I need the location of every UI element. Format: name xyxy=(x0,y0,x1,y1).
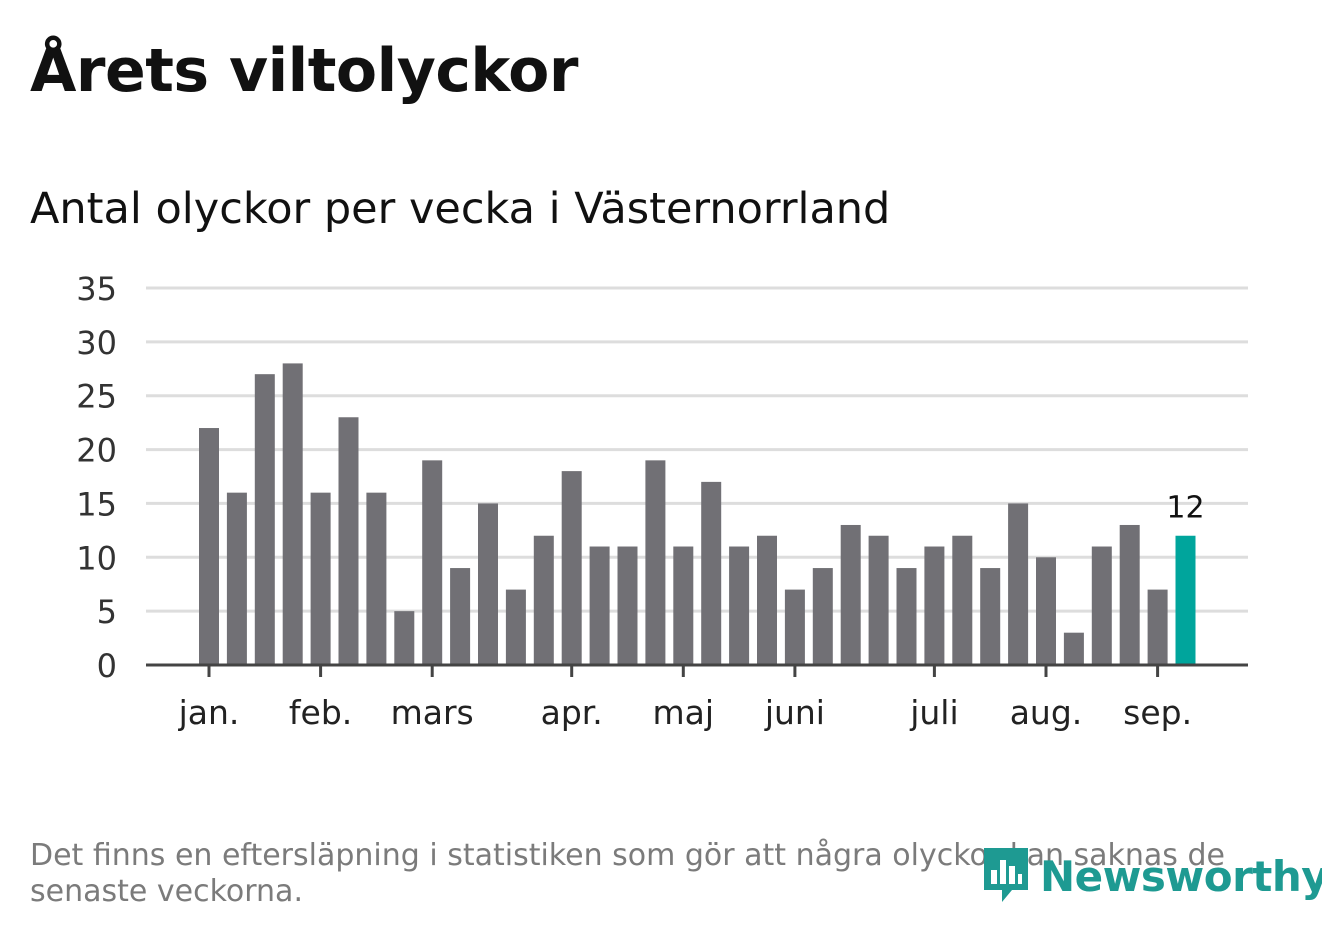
x-tick-label: sep. xyxy=(1123,693,1192,732)
bar xyxy=(561,471,582,665)
bar xyxy=(896,568,917,665)
bar xyxy=(1091,546,1112,665)
bar xyxy=(533,535,554,665)
bar xyxy=(478,503,498,665)
y-tick-label: 30 xyxy=(76,324,117,362)
newsworthy-logo-icon xyxy=(984,848,1028,902)
chart-title: Årets viltolyckor xyxy=(30,36,579,106)
bar xyxy=(673,546,694,665)
chart-subtitle: Antal olyckor per vecka i Västernorrland xyxy=(30,184,891,234)
y-tick-label: 0 xyxy=(97,647,117,685)
x-tick-label: maj xyxy=(653,693,715,732)
bar-highlight xyxy=(1175,535,1196,665)
bar xyxy=(505,589,526,665)
x-tick-label: feb. xyxy=(289,693,352,732)
bar xyxy=(422,460,443,665)
bar xyxy=(980,568,1001,665)
bar xyxy=(924,546,945,665)
y-axis-ticks: 0 5 10 15 20 25 30 35 xyxy=(76,270,117,685)
bar xyxy=(199,428,219,665)
bar xyxy=(1119,524,1140,665)
x-axis-ticks: jan. feb. mars apr. maj juni juli aug. sep. xyxy=(178,665,1192,732)
bar xyxy=(226,492,247,665)
y-tick-label: 35 xyxy=(76,270,117,308)
y-tick-label: 25 xyxy=(76,378,117,416)
bar xyxy=(366,492,387,665)
x-tick-label: jan. xyxy=(178,693,240,732)
bar xyxy=(450,568,471,665)
bar xyxy=(645,460,666,665)
x-tick-label: juni xyxy=(764,693,825,732)
bar xyxy=(1063,632,1084,665)
x-tick-label: juli xyxy=(909,693,958,732)
x-tick-label: mars xyxy=(391,693,474,732)
bar xyxy=(757,535,777,665)
bar xyxy=(589,546,610,665)
bar xyxy=(310,492,331,665)
y-tick-label: 10 xyxy=(76,539,117,577)
bar xyxy=(338,417,359,665)
bar xyxy=(617,546,638,665)
y-tick-label: 15 xyxy=(76,485,117,523)
bar xyxy=(1147,589,1168,665)
bar xyxy=(729,546,750,665)
bars xyxy=(199,363,1196,665)
logo-text: Newsworthy xyxy=(1040,851,1322,901)
y-tick-label: 5 xyxy=(97,593,117,631)
x-tick-label: apr. xyxy=(541,693,603,732)
newsworthy-logo[interactable]: Newsworthy xyxy=(980,846,1322,906)
bar xyxy=(952,535,973,665)
bar xyxy=(701,481,722,665)
y-tick-label: 20 xyxy=(76,432,117,470)
bar xyxy=(1008,503,1029,665)
data-label-highlight: 12 xyxy=(1166,491,1204,526)
data-labels: 12 xyxy=(1166,491,1204,526)
bar xyxy=(394,611,415,665)
bar xyxy=(868,535,889,665)
bar xyxy=(1036,557,1056,665)
x-tick-label: aug. xyxy=(1010,693,1083,732)
bar xyxy=(784,589,805,665)
bar xyxy=(282,363,303,665)
bar xyxy=(812,568,833,665)
bar xyxy=(254,374,275,665)
bar xyxy=(840,524,861,665)
